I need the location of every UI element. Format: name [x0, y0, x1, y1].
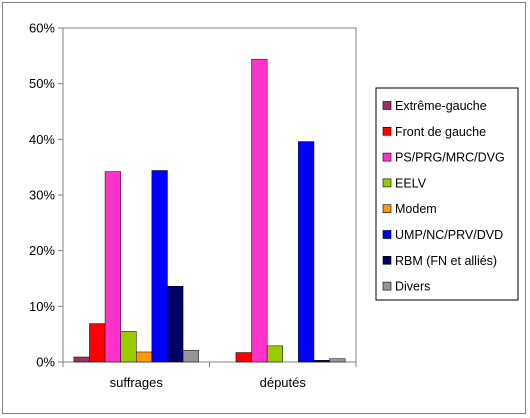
legend-label: UMP/NC/PRV/DVD [395, 228, 503, 242]
y-tick-label: 0% [36, 355, 55, 370]
x-category-label: députés [260, 375, 307, 390]
y-tick-label: 20% [29, 243, 55, 258]
legend-swatch [382, 127, 392, 136]
bar [89, 323, 106, 363]
bar [313, 360, 330, 363]
bar [151, 170, 168, 363]
legend-swatch [382, 204, 392, 213]
legend-label: Divers [395, 280, 430, 294]
legend-swatch [382, 101, 392, 110]
legend-swatch [382, 230, 392, 239]
legend-swatch [382, 152, 392, 162]
legend-label: PS/PRG/MRC/DVG [395, 151, 505, 165]
y-tick-label: 60% [29, 21, 55, 36]
legend-label: Front de gauche [395, 125, 486, 139]
bar [182, 350, 199, 363]
y-axis: 0% 10% 20% 30% 40% 50% 60% [29, 21, 63, 370]
bar [120, 331, 137, 363]
legend-box [375, 87, 519, 301]
bar [251, 58, 268, 363]
legend-label: RBM (FN et alliés) [395, 254, 497, 268]
bars-group [73, 58, 346, 363]
legend-swatch [382, 281, 392, 291]
bar [298, 141, 315, 363]
y-tick-label: 40% [29, 132, 55, 147]
bar [73, 356, 90, 363]
bar [167, 286, 184, 363]
bar [329, 358, 346, 363]
x-axis: suffrages députés [62, 362, 357, 390]
y-tick-label: 30% [29, 188, 55, 203]
bar [104, 171, 121, 363]
x-category-label: suffrages [110, 375, 164, 390]
legend-swatch [382, 178, 392, 188]
legend-swatch [382, 255, 392, 265]
y-tick-label: 50% [29, 76, 55, 91]
bar [235, 352, 252, 363]
bar [266, 345, 283, 363]
legend-label: Modem [395, 202, 437, 216]
bar [136, 351, 153, 363]
legend-label: Extrême-gauche [395, 99, 487, 113]
y-tick-label: 10% [29, 299, 55, 314]
legend: Extrême-gauche Front de gauche PS/PRG/MRC/… [375, 87, 519, 301]
legend-label: EELV [395, 176, 427, 190]
